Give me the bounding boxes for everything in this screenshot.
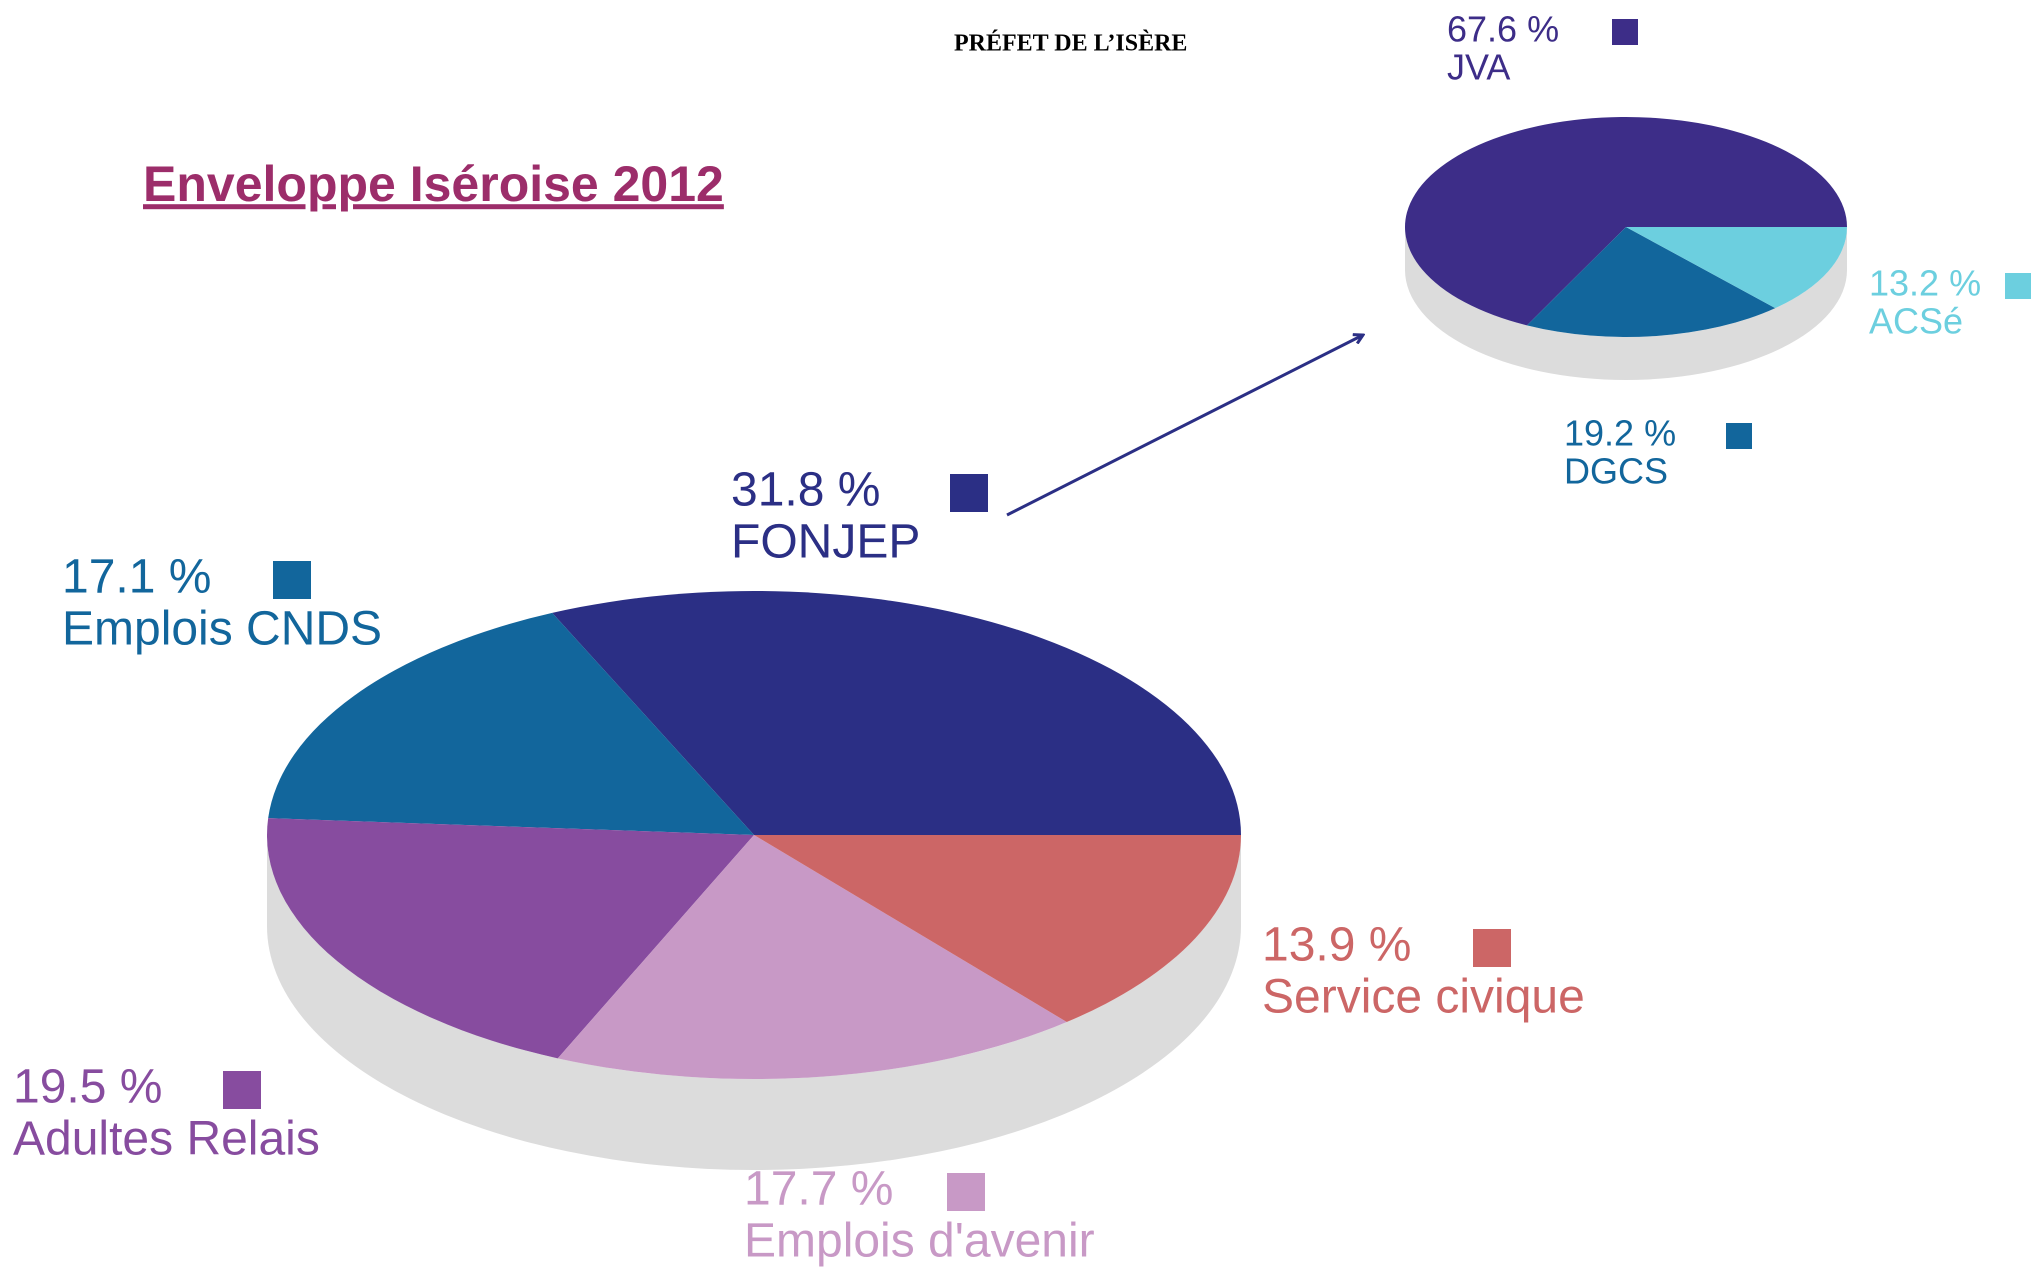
value-label: 67.6 % (1447, 9, 1559, 50)
pie-slice (1626, 227, 1847, 309)
header: PRÉFET DE L’ISÈRE (954, 31, 1187, 57)
category-label: FONJEP (731, 516, 920, 569)
legend-swatch (1726, 423, 1752, 449)
pie-slice (267, 818, 754, 1059)
legend-swatch (1473, 929, 1511, 967)
category-label: ACSé (1869, 301, 1963, 342)
category-label: Emplois d'avenir (744, 1215, 1095, 1268)
value-label: 19.2 % (1564, 413, 1676, 454)
pie-slice (1405, 117, 1847, 326)
arrow (1006, 335, 1363, 517)
pie-slice (1526, 227, 1776, 337)
category-label: DGCS (1564, 451, 1668, 492)
legend-swatch (273, 561, 311, 599)
value-label: 13.2 % (1869, 263, 1981, 304)
category-label: Service civique (1262, 971, 1585, 1024)
value-label: 31.8 % (731, 464, 880, 517)
legend-swatch (947, 1173, 985, 1211)
chart-title: Enveloppe Iséroise 2012 (143, 156, 724, 212)
value-label: 17.7 % (744, 1163, 893, 1216)
pie-slice (557, 835, 1067, 1079)
legend-swatch (1612, 19, 1638, 45)
value-label: 17.1 % (62, 551, 211, 604)
legend-swatch (2005, 273, 2031, 299)
pie-slice (754, 835, 1241, 1023)
pie-side (267, 835, 1241, 1170)
category-label: Adultes Relais (13, 1113, 320, 1166)
pie-slice (268, 612, 754, 835)
legend-swatch (223, 1071, 261, 1109)
pie-slice (552, 591, 1241, 835)
value-label: 19.5 % (13, 1061, 162, 1114)
pie-side (1405, 227, 1847, 380)
value-label: 13.9 % (1262, 919, 1411, 972)
category-label: Emplois CNDS (62, 603, 382, 656)
legend-swatch (950, 474, 988, 512)
category-label: JVA (1447, 47, 1510, 88)
